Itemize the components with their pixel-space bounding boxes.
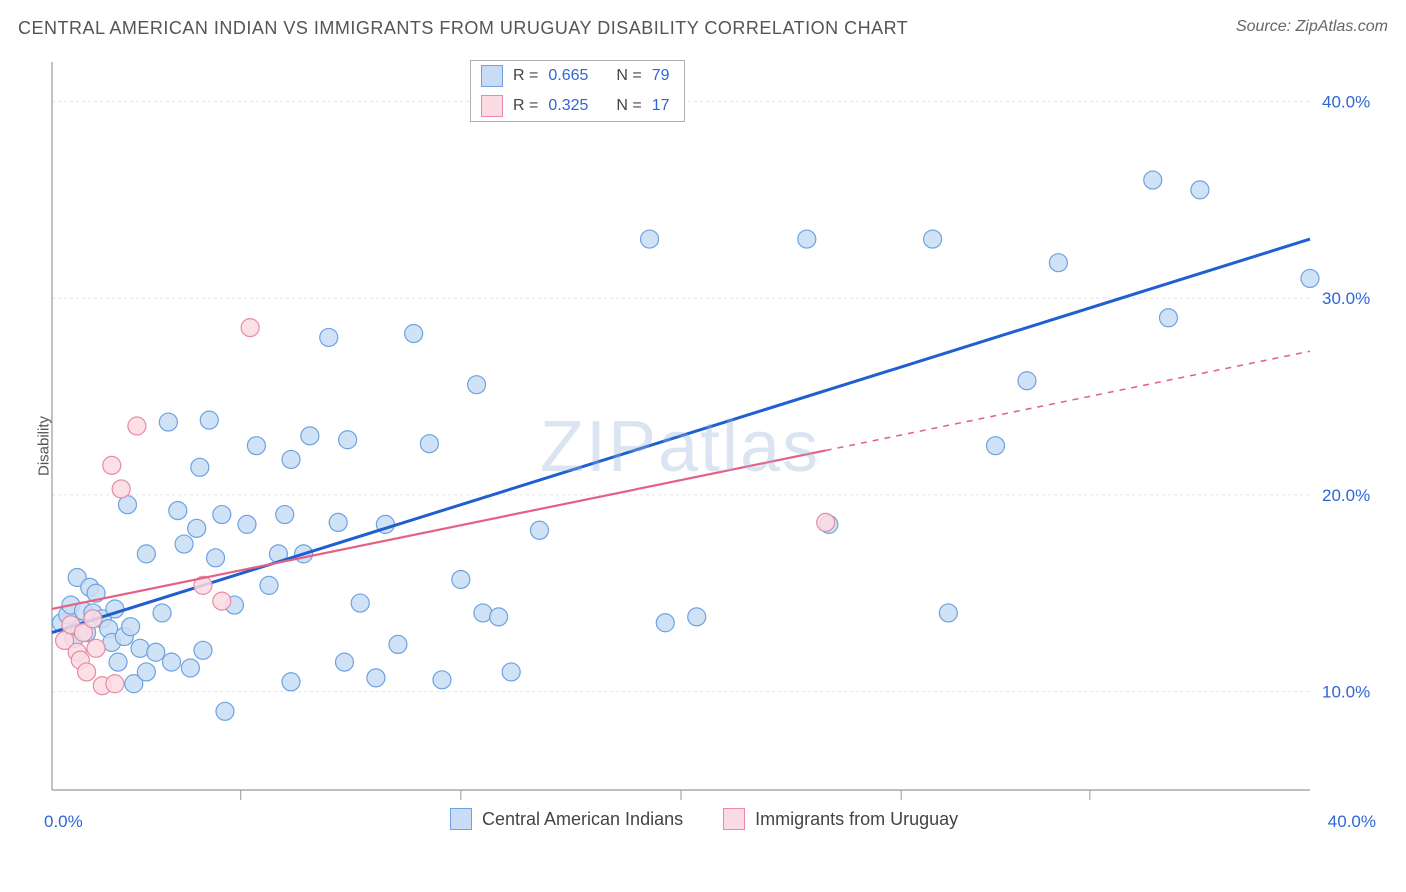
scatter-point — [405, 325, 423, 343]
legend-swatch — [450, 808, 472, 830]
scatter-point — [191, 458, 209, 476]
scatter-point — [420, 435, 438, 453]
scatter-point — [282, 673, 300, 691]
n-label: N = — [616, 67, 641, 85]
scatter-point — [656, 614, 674, 632]
scatter-point — [301, 427, 319, 445]
scatter-point — [137, 545, 155, 563]
y-tick-label: 30.0% — [1322, 289, 1370, 308]
x-tick-right: 40.0% — [1328, 812, 1376, 832]
scatter-point — [147, 643, 165, 661]
scatter-point — [213, 506, 231, 524]
scatter-point — [238, 515, 256, 533]
scatter-point — [924, 230, 942, 248]
scatter-point — [1159, 309, 1177, 327]
legend-swatch — [723, 808, 745, 830]
scatter-point — [276, 506, 294, 524]
scatter-point — [109, 653, 127, 671]
scatter-point — [247, 437, 265, 455]
scatter-point — [260, 576, 278, 594]
scatter-point — [335, 653, 353, 671]
stats-legend-row: R = 0.665 N = 79 — [471, 61, 684, 91]
scatter-point — [78, 663, 96, 681]
legend-swatch — [481, 65, 503, 87]
n-value: 79 — [652, 67, 670, 85]
scatter-point — [329, 513, 347, 531]
n-value: 17 — [652, 97, 670, 115]
stats-legend: R = 0.665 N = 79 R = 0.325 N = 17 — [470, 60, 685, 122]
scatter-point — [987, 437, 1005, 455]
plot-area: 10.0%20.0%30.0%40.0% ZIPatlas R =0.665N … — [50, 56, 1370, 826]
scatter-point — [367, 669, 385, 687]
scatter-point — [200, 411, 218, 429]
scatter-point — [320, 328, 338, 346]
scatter-point — [817, 513, 835, 531]
scatter-point — [798, 230, 816, 248]
scatter-point — [433, 671, 451, 689]
scatter-point — [181, 659, 199, 677]
y-tick-label: 10.0% — [1322, 683, 1370, 702]
scatter-point — [641, 230, 659, 248]
scatter-point — [241, 319, 259, 337]
scatter-point — [1301, 269, 1319, 287]
scatter-point — [452, 570, 470, 588]
r-label: R = — [513, 67, 538, 85]
scatter-point — [207, 549, 225, 567]
scatter-point — [351, 594, 369, 612]
legend-label: Central American Indians — [482, 809, 683, 830]
scatter-point — [1144, 171, 1162, 189]
x-tick-left: 0.0% — [44, 812, 83, 832]
scatter-point — [169, 502, 187, 520]
scatter-point — [530, 521, 548, 539]
scatter-point — [389, 635, 407, 653]
n-label: N = — [616, 97, 641, 115]
scatter-point — [153, 604, 171, 622]
scatter-point — [688, 608, 706, 626]
r-value: 0.325 — [548, 97, 588, 115]
scatter-chart: 10.0% 20.0% 30.0% 40.0% — [50, 56, 1370, 826]
bottom-legend-item: Immigrants from Uruguay — [723, 808, 958, 830]
scatter-point — [87, 639, 105, 657]
scatter-point — [137, 663, 155, 681]
scatter-point — [194, 641, 212, 659]
scatter-point — [84, 610, 102, 628]
scatter-point — [1191, 181, 1209, 199]
scatter-point — [339, 431, 357, 449]
scatter-point — [282, 450, 300, 468]
scatter-point — [163, 653, 181, 671]
bottom-legend: Central American Indians Immigrants from … — [450, 808, 958, 830]
scatter-point — [188, 519, 206, 537]
scatter-point — [474, 604, 492, 622]
y-tick-label: 40.0% — [1322, 92, 1370, 111]
bottom-legend-item: Central American Indians — [450, 808, 683, 830]
scatter-point — [213, 592, 231, 610]
scatter-point — [1018, 372, 1036, 390]
scatter-point — [490, 608, 508, 626]
scatter-point — [175, 535, 193, 553]
scatter-point — [106, 675, 124, 693]
scatter-point — [128, 417, 146, 435]
chart-title: CENTRAL AMERICAN INDIAN VS IMMIGRANTS FR… — [18, 18, 908, 38]
scatter-point — [103, 456, 121, 474]
scatter-point — [939, 604, 957, 622]
scatter-point — [159, 413, 177, 431]
r-label: R = — [513, 97, 538, 115]
scatter-point — [502, 663, 520, 681]
source-label: Source: ZipAtlas.com — [1236, 18, 1388, 36]
stats-legend-row: R = 0.325 N = 17 — [471, 91, 684, 121]
scatter-point — [131, 639, 149, 657]
scatter-point — [122, 618, 140, 636]
scatter-point — [468, 376, 486, 394]
legend-label: Immigrants from Uruguay — [755, 809, 958, 830]
y-tick-label: 20.0% — [1322, 486, 1370, 505]
scatter-point — [112, 480, 130, 498]
scatter-point — [1049, 254, 1067, 272]
legend-swatch — [481, 95, 503, 117]
r-value: 0.665 — [548, 67, 588, 85]
scatter-point — [216, 702, 234, 720]
